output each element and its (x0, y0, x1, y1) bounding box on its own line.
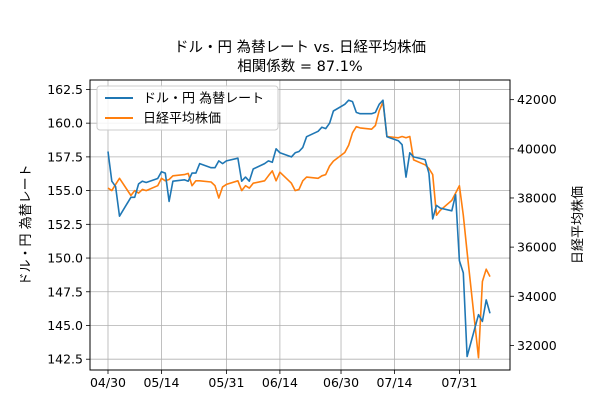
x-tick-label: 07/31 (441, 375, 477, 390)
x-tick-label: 05/31 (208, 375, 244, 390)
y-tick-label-right: 36000 (517, 240, 557, 255)
series-line-usdjpy (107, 99, 491, 358)
y-tick-label-right: 42000 (517, 92, 557, 107)
y-tick-label-right: 38000 (517, 190, 557, 205)
legend-label-nikkei: 日経平均株価 (143, 112, 221, 127)
y-tick-label-right: 34000 (517, 289, 557, 304)
y-axis-label-left: ドル・円 為替レート (18, 164, 34, 285)
x-tick-label: 07/14 (376, 375, 412, 390)
chart-subtitle: 相関係数 = 87.1% (237, 58, 362, 75)
y-axis-label-right: 日経平均株価 (571, 186, 586, 264)
series-line-nikkei (107, 101, 491, 359)
y-tick-label-left: 162.5 (47, 82, 83, 97)
x-tick-label: 06/30 (323, 375, 359, 390)
legend-label-usdjpy: ドル・円 為替レート (143, 91, 264, 107)
y-tick-label-left: 142.5 (47, 352, 83, 367)
y-tick-label-left: 160.0 (47, 116, 83, 131)
series-layer (107, 99, 491, 359)
grid-lines (90, 80, 510, 370)
axes: 04/30 05/14 05/31 06/14 06/30 07/14 07/31 142.5… (47, 82, 557, 390)
plot-frame (89, 79, 511, 371)
y-tick-label-left: 155.0 (47, 183, 83, 198)
x-tick-label: 04/30 (90, 375, 126, 390)
y-tick-label-left: 157.5 (47, 149, 83, 164)
y-tick-label-left: 145.0 (47, 318, 83, 333)
legend: ドル・円 為替レート 日経平均株価 (96, 85, 279, 131)
points-nikkei (107, 102, 491, 358)
legend-box (96, 85, 279, 131)
chart-title: ドル・円 為替レート vs. 日経平均株価 (174, 39, 426, 56)
x-tick-label: 06/14 (262, 375, 298, 390)
y-tick-label-left: 150.0 (47, 251, 83, 266)
x-tick-label: 05/14 (143, 375, 179, 390)
y-tick-label-right: 32000 (517, 338, 557, 353)
y-tick-label-left: 147.5 (47, 284, 83, 299)
points-usdjpy (107, 100, 491, 357)
y-tick-label-left: 152.5 (47, 217, 83, 232)
y-tick-label-right: 40000 (517, 141, 557, 156)
